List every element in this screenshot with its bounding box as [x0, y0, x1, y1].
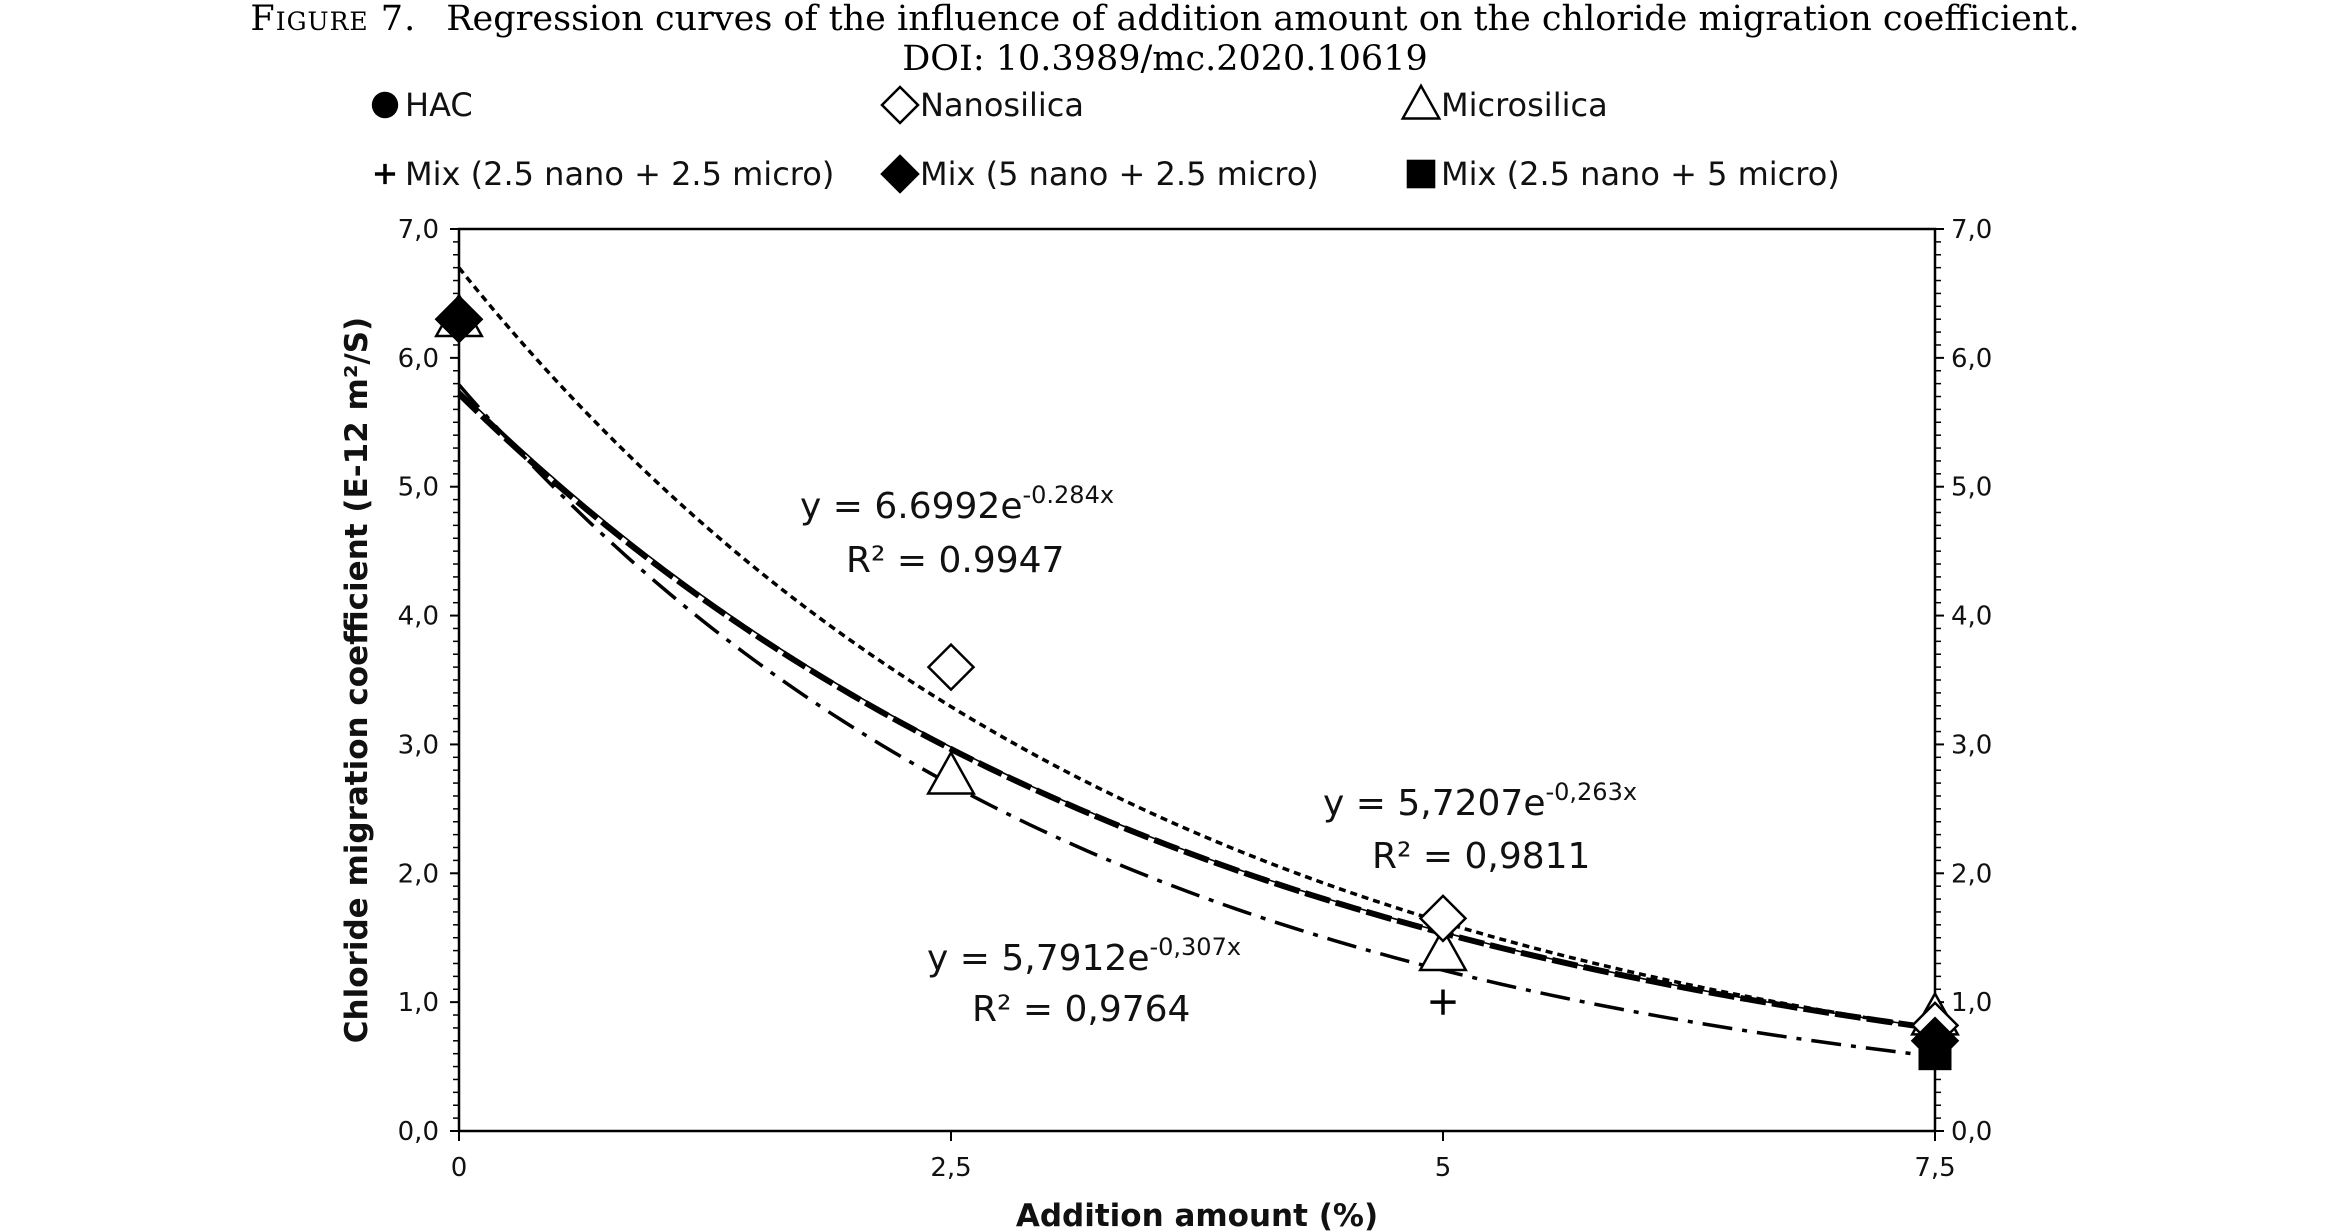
svg-text:y = 5,7912e-0,307x: y = 5,7912e-0,307x — [927, 933, 1241, 979]
legend-label: HAC — [405, 86, 473, 124]
data-point-filled-diamond — [434, 294, 484, 344]
legend-marker-plus — [374, 163, 396, 185]
data-point-open-diamond — [926, 642, 976, 692]
legend-item: Microsilica — [1400, 83, 1608, 124]
legend-label: Nanosilica — [920, 86, 1084, 124]
legend-label: Mix (2.5 nano + 2.5 micro) — [405, 155, 834, 193]
legend-marker-filled-square — [1406, 159, 1436, 189]
legend-marker-open-triangle — [1400, 83, 1442, 120]
x-tick-label: 2,5 — [930, 1153, 971, 1183]
filled-circle-marker — [371, 91, 399, 119]
open-triangle-marker — [1400, 83, 1442, 120]
data-point-plus — [1430, 989, 1456, 1015]
secondary-y-tick-label: 6,0 — [1951, 344, 1992, 374]
open-triangle-marker — [926, 750, 976, 795]
trendline-dash-dot — [457, 383, 1936, 1059]
equation-annotation-2: y = 5,7207e-0,263x R² = 0,9811 — [1323, 778, 1637, 877]
figure-caption: Figure 7. Regression curves of the influe… — [250, 0, 2079, 39]
legend-item: Mix (2.5 nano + 2.5 micro) — [374, 155, 834, 193]
equation-2-text: y = 5,7207e — [1323, 783, 1545, 824]
y-tick-label: 3,0 — [398, 730, 439, 760]
trendline-thin-solid — [458, 389, 1936, 1029]
legend-marker-open-diamond — [880, 85, 920, 125]
open-diamond-marker — [1418, 894, 1468, 943]
secondary-y-tick-label: 4,0 — [1951, 602, 1992, 632]
x-tick-label: 7,5 — [1914, 1153, 1955, 1183]
equation-2-r2: R² = 0,9811 — [1372, 836, 1590, 877]
secondary-y-tick-label: 5,0 — [1951, 473, 1992, 503]
filled-square-marker — [1918, 1037, 1952, 1071]
secondary-y-tick-label: 7,0 — [1951, 215, 1992, 245]
y-tick-label: 1,0 — [398, 988, 439, 1018]
x-tick-label: 5 — [1435, 1153, 1452, 1183]
plus-marker — [374, 163, 396, 185]
equation-annotation-1: y = 6.6992e-0.284x R² = 0.9947 — [800, 481, 1114, 581]
x-tick-label: 0 — [451, 1153, 468, 1183]
y-tick-label: 4,0 — [398, 602, 439, 632]
y-tick-label: 2,0 — [398, 859, 439, 889]
equation-3-r2: R² = 0,9764 — [972, 989, 1190, 1030]
trendline-group — [456, 266, 1936, 1059]
legend-label: Microsilica — [1441, 86, 1608, 124]
y-tick-label: 7,0 — [398, 215, 439, 245]
data-point-open-triangle — [926, 750, 976, 795]
x-axis-title: Addition amount (%) — [1016, 1198, 1378, 1232]
open-diamond-marker — [926, 642, 976, 692]
plus-marker — [1430, 989, 1456, 1015]
y-axis-title: Chloride migration coefficient (E-12 m²/… — [339, 317, 375, 1043]
filled-diamond-marker — [880, 154, 920, 194]
chart-legend: HAC Nanosilica Microsilica Mix (2.5 nano + … — [371, 83, 1840, 194]
legend-marker-filled-diamond — [880, 154, 920, 194]
equation-3-exponent: -0,307x — [1149, 933, 1241, 961]
data-point-open-diamond — [1418, 894, 1468, 943]
y-tick-label: 0,0 — [398, 1117, 439, 1147]
secondary-y-tick-label: 2,0 — [1951, 859, 1992, 889]
legend-label: Mix (5 nano + 2.5 micro) — [920, 155, 1319, 193]
filled-square-marker — [1406, 159, 1436, 189]
secondary-y-tick-label: 3,0 — [1951, 730, 1992, 760]
legend-item: Nanosilica — [880, 85, 1084, 125]
trendline-dotted — [457, 266, 1936, 1031]
equation-3-text: y = 5,7912e — [927, 938, 1149, 979]
filled-diamond-marker — [434, 294, 484, 344]
y-tick-label: 5,0 — [398, 473, 439, 503]
chart-axes: 0,0 0,0 1,0 1,0 2,0 2,0 3,0 3,0 4,0 4,0 5,0 5,0 6,0 6… — [398, 215, 1993, 1183]
data-marker-group — [434, 292, 1960, 1071]
figure-caption-text: Regression curves of the influence of ad… — [446, 0, 2079, 39]
equation-1-text: y = 6.6992e — [800, 486, 1022, 527]
equation-1-r2: R² = 0.9947 — [846, 540, 1064, 581]
equation-annotation-3: y = 5,7912e-0,307x R² = 0,9764 — [927, 933, 1241, 1030]
equation-2-exponent: -0,263x — [1545, 778, 1637, 806]
open-triangle-marker — [1418, 926, 1468, 972]
legend-item: Mix (5 nano + 2.5 micro) — [880, 154, 1319, 194]
svg-text:y = 5,7207e-0,263x: y = 5,7207e-0,263x — [1323, 778, 1637, 824]
secondary-y-tick-label: 1,0 — [1951, 988, 1992, 1018]
open-diamond-marker — [880, 85, 920, 125]
equation-1-exponent: -0.284x — [1022, 481, 1114, 509]
legend-item: HAC — [371, 86, 473, 124]
data-point-open-triangle — [1418, 926, 1468, 972]
legend-item: Mix (2.5 nano + 5 micro) — [1406, 155, 1840, 193]
svg-text:y = 6.6992e-0.284x: y = 6.6992e-0.284x — [800, 481, 1114, 527]
y-tick-label: 6,0 — [398, 344, 439, 374]
data-point-filled-square — [1918, 1037, 1952, 1071]
figure-doi: DOI: 10.3989/mc.2020.10619 — [902, 39, 1427, 79]
figure-caption-label: Figure 7. — [250, 0, 416, 39]
secondary-y-tick-label: 0,0 — [1951, 1117, 1992, 1147]
legend-label: Mix (2.5 nano + 5 micro) — [1441, 155, 1840, 193]
legend-marker-filled-circle — [371, 91, 399, 119]
